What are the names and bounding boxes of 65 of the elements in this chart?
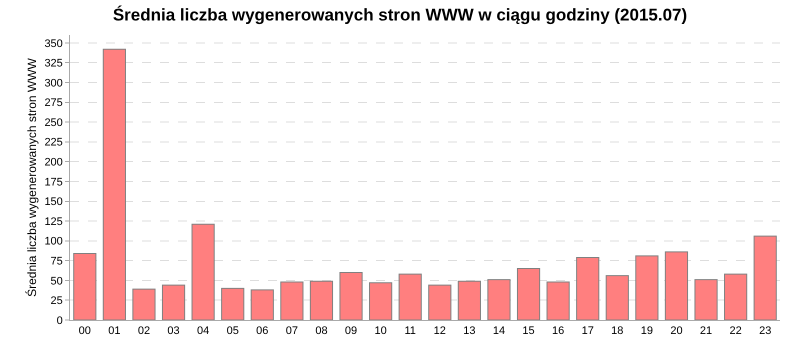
bar — [724, 274, 748, 320]
chart-title: Średnia liczba wygenerowanych stron WWW w ciągu godziny (2015.07) — [112, 4, 688, 25]
bar — [132, 288, 156, 320]
bar — [73, 253, 96, 320]
bar — [664, 251, 688, 320]
x-tick-label: 03 — [167, 325, 180, 338]
x-tick-label: 23 — [759, 325, 772, 338]
x-tick-label: 08 — [315, 325, 328, 338]
bar — [221, 288, 244, 320]
y-tick-label: 325 — [44, 58, 63, 70]
bar — [339, 272, 363, 320]
y-tick-label: 275 — [44, 97, 63, 110]
bar — [280, 282, 304, 320]
x-tick-label: 13 — [463, 325, 476, 338]
bar — [487, 279, 511, 320]
bar — [102, 48, 126, 320]
y-tick-label: 350 — [44, 38, 63, 50]
bar — [310, 280, 334, 320]
bar — [398, 274, 422, 320]
y-tick-label: 200 — [44, 156, 63, 169]
bar — [162, 284, 186, 320]
bar — [428, 284, 452, 320]
y-tick-label: 25 — [50, 295, 63, 308]
x-tick-label: 11 — [404, 325, 416, 338]
x-tick-label: 06 — [256, 325, 268, 338]
y-tick-label: 100 — [44, 236, 63, 248]
x-tick-label: 22 — [729, 325, 742, 338]
y-tick-label: 0 — [56, 314, 63, 327]
x-tick-label: 07 — [286, 325, 298, 338]
x-tick-label: 01 — [108, 325, 121, 338]
bar — [635, 255, 658, 320]
bar — [369, 282, 392, 320]
x-tick-label: 20 — [670, 325, 683, 338]
bar — [250, 289, 274, 320]
bar — [694, 279, 718, 320]
x-tick-label: 04 — [197, 325, 210, 338]
x-tick-label: 05 — [226, 325, 239, 338]
x-tick-label: 16 — [552, 325, 564, 338]
y-tick-label: 300 — [44, 77, 63, 90]
x-tick-label: 12 — [434, 325, 446, 338]
x-tick-label: 15 — [522, 325, 535, 338]
x-tick-label: 10 — [374, 325, 387, 338]
y-tick-label: 250 — [44, 116, 63, 129]
y-tick-label: 150 — [44, 196, 63, 208]
y-tick-label: 175 — [44, 176, 63, 188]
y-tick-label: 125 — [44, 216, 63, 228]
y-axis-title: Średnia liczba wygenerowanych stron WWW — [25, 57, 39, 297]
bar — [192, 224, 215, 320]
bar — [516, 268, 540, 320]
x-tick-label: 18 — [611, 325, 624, 338]
bar — [606, 275, 629, 320]
bar — [576, 256, 600, 320]
x-tick-label: 09 — [344, 325, 358, 338]
x-tick-label: 21 — [700, 325, 712, 338]
bar — [754, 236, 777, 320]
x-tick-label: 14 — [492, 325, 506, 338]
x-tick-label: 17 — [582, 325, 594, 338]
y-tick-label: 75 — [50, 255, 63, 268]
x-tick-label: 19 — [640, 325, 653, 338]
y-tick-label: 50 — [50, 275, 63, 288]
y-tick-label: 225 — [44, 136, 63, 149]
x-tick-label: 00 — [78, 325, 91, 338]
bar — [546, 282, 570, 320]
bar — [458, 280, 481, 320]
x-tick-label: 02 — [138, 325, 150, 338]
